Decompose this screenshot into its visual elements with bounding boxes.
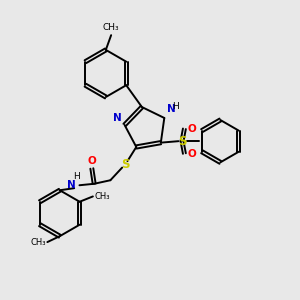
Text: S: S — [178, 135, 186, 148]
Text: N: N — [113, 112, 122, 123]
Text: O: O — [187, 148, 196, 158]
Text: H: H — [73, 172, 80, 181]
Text: O: O — [187, 124, 196, 134]
Text: H: H — [172, 103, 178, 112]
Text: CH₃: CH₃ — [30, 238, 46, 247]
Text: S: S — [121, 158, 129, 170]
Text: N: N — [67, 180, 76, 190]
Text: CH₃: CH₃ — [103, 22, 119, 32]
Text: CH₃: CH₃ — [94, 192, 110, 201]
Text: N: N — [167, 104, 176, 114]
Text: O: O — [88, 155, 96, 166]
